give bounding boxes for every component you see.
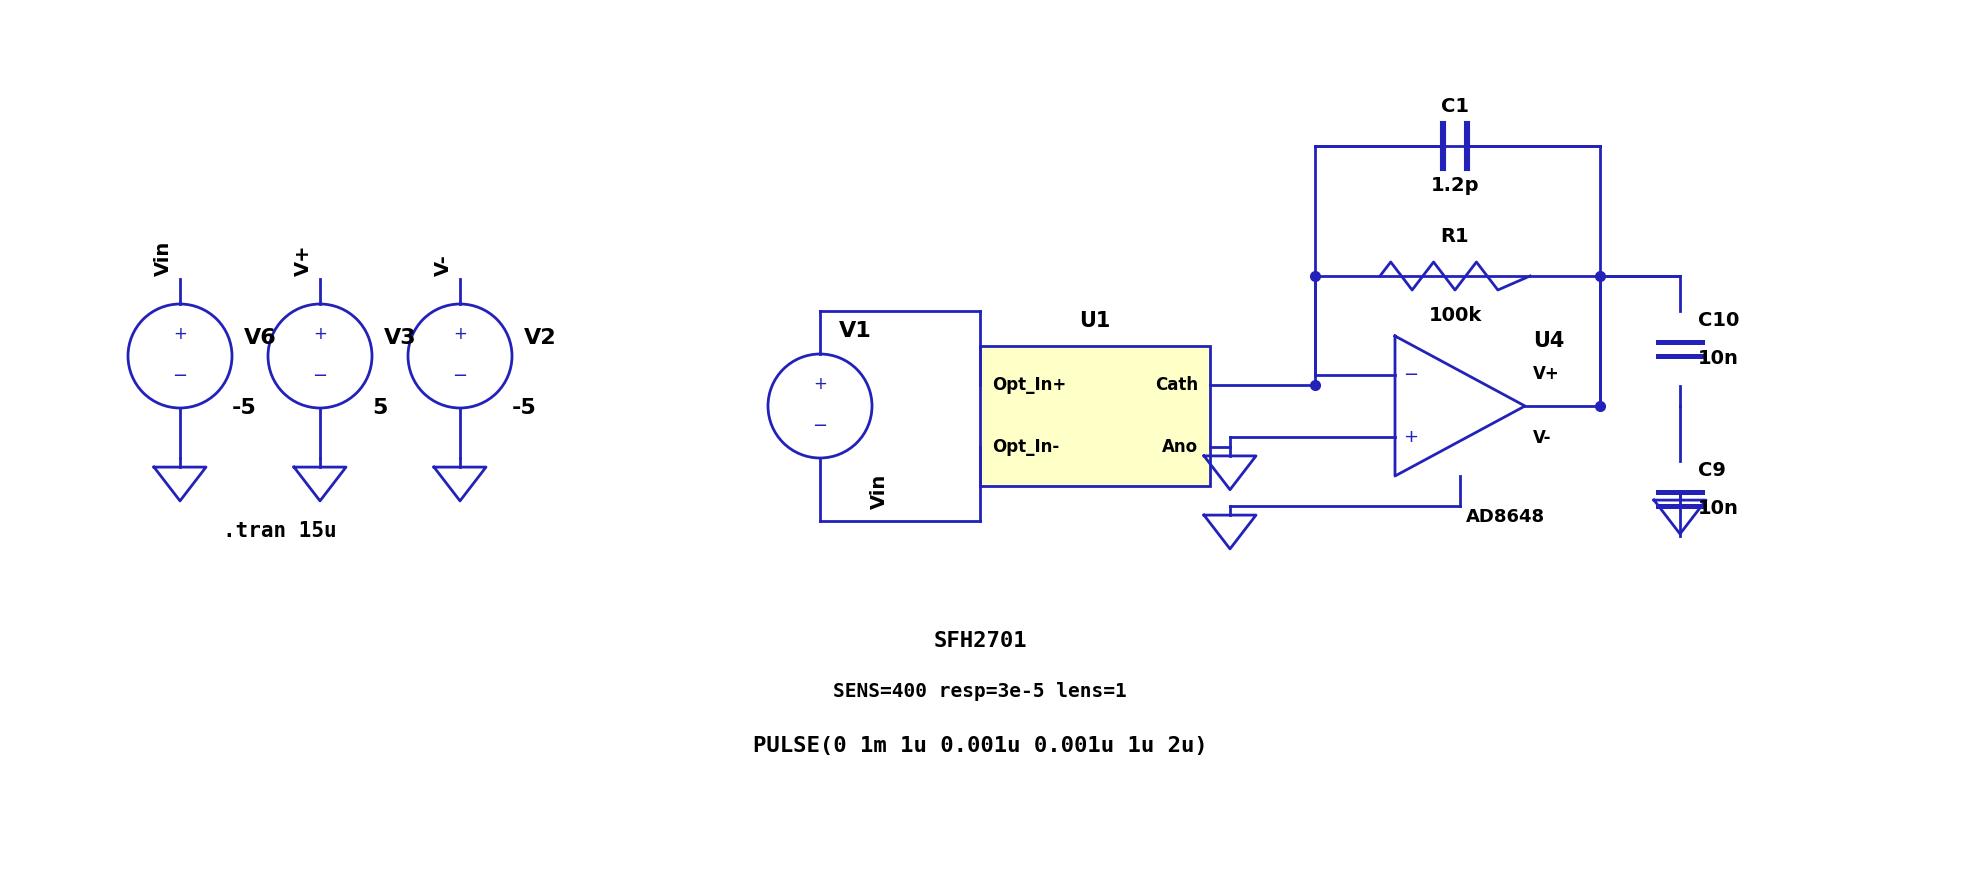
- Text: +: +: [173, 325, 187, 343]
- Text: +: +: [313, 325, 327, 343]
- Text: 5: 5: [372, 398, 388, 418]
- Text: Cath: Cath: [1154, 376, 1198, 394]
- Text: −: −: [453, 366, 467, 384]
- Text: V+: V+: [294, 245, 313, 276]
- Text: -5: -5: [232, 398, 256, 418]
- Text: Ano: Ano: [1162, 438, 1198, 456]
- Text: V2: V2: [524, 328, 558, 348]
- Text: R1: R1: [1440, 227, 1470, 246]
- Text: +: +: [1403, 427, 1418, 446]
- Text: 10n: 10n: [1698, 349, 1740, 368]
- Text: V-: V-: [433, 254, 453, 276]
- Text: Vin: Vin: [154, 241, 173, 276]
- Text: V1: V1: [839, 321, 871, 341]
- Text: C1: C1: [1440, 97, 1470, 116]
- Text: −: −: [173, 366, 187, 384]
- Text: −: −: [812, 417, 827, 435]
- Text: 100k: 100k: [1428, 306, 1481, 325]
- Text: -5: -5: [512, 398, 536, 418]
- Text: V6: V6: [244, 328, 276, 348]
- Text: Opt_In-: Opt_In-: [993, 438, 1060, 456]
- Text: V+: V+: [1533, 365, 1560, 383]
- Text: V-: V-: [1533, 429, 1552, 447]
- Text: −: −: [1403, 366, 1418, 384]
- Text: −: −: [313, 366, 327, 384]
- Text: .tran 15u: .tran 15u: [223, 521, 337, 541]
- Text: V3: V3: [384, 328, 416, 348]
- Text: Opt_In+: Opt_In+: [993, 376, 1066, 394]
- Text: U1: U1: [1080, 311, 1111, 331]
- Text: C9: C9: [1698, 461, 1726, 480]
- Text: +: +: [453, 325, 467, 343]
- Bar: [979, 346, 1210, 486]
- Text: U4: U4: [1533, 331, 1564, 351]
- Text: C10: C10: [1698, 311, 1740, 330]
- Text: 1.2p: 1.2p: [1430, 176, 1479, 195]
- Text: AD8648: AD8648: [1466, 508, 1544, 526]
- Text: 10n: 10n: [1698, 499, 1740, 518]
- Text: Vin: Vin: [871, 473, 888, 509]
- Text: SENS=400 resp=3e-5 lens=1: SENS=400 resp=3e-5 lens=1: [833, 682, 1127, 701]
- Text: PULSE(0 1m 1u 0.001u 0.001u 1u 2u): PULSE(0 1m 1u 0.001u 0.001u 1u 2u): [753, 736, 1208, 756]
- Text: SFH2701: SFH2701: [934, 631, 1026, 651]
- Text: +: +: [814, 375, 827, 393]
